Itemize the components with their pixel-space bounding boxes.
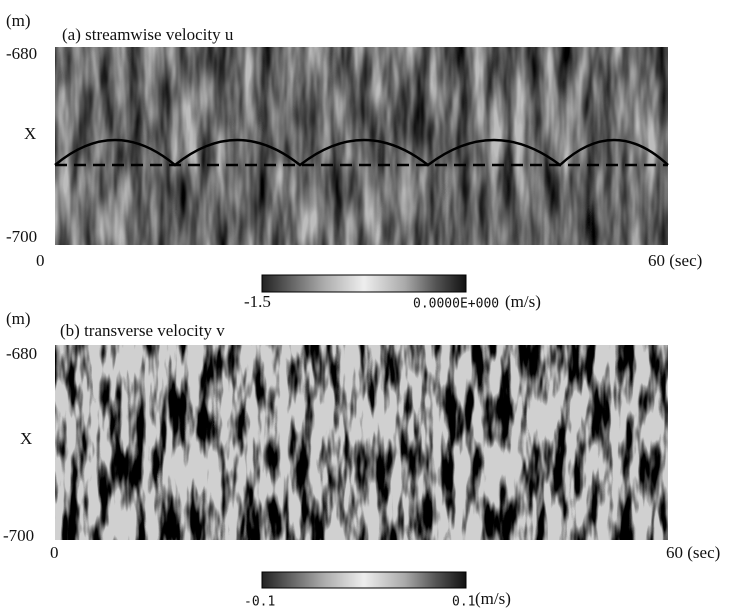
arc-curves — [54, 138, 669, 167]
heatmap — [55, 345, 668, 540]
colorbar-max: 0.0000E+000 — [413, 297, 499, 312]
y-axis-label: X — [20, 429, 32, 448]
panel-title: (a) streamwise velocity u — [62, 25, 234, 44]
y-top-label: -680 — [6, 344, 37, 363]
colorbar-min: -1.5 — [244, 292, 271, 311]
y-bottom-label: -700 — [6, 227, 37, 246]
colorbar-unit: (m/s) — [505, 292, 541, 311]
y-axis-label: X — [24, 124, 36, 143]
x-start-label: 0 — [36, 251, 45, 270]
colorbar — [261, 571, 467, 589]
x-end-label: 60 (sec) — [666, 543, 720, 562]
colorbar-min: -0.1 — [244, 595, 275, 609]
colorbar — [261, 274, 467, 293]
unit-label: (m) — [6, 11, 31, 30]
y-top-label: -680 — [6, 44, 37, 63]
unit-label: (m) — [6, 309, 31, 328]
colorbar-unit: (m/s) — [475, 589, 511, 608]
colorbar-max: 0.1 — [452, 595, 475, 609]
panel-title: (b) transverse velocity v — [60, 321, 225, 340]
x-start-label: 0 — [50, 543, 59, 562]
heatmap — [55, 47, 668, 245]
y-bottom-label: -700 — [3, 526, 34, 545]
x-end-label: 60 (sec) — [648, 251, 702, 270]
